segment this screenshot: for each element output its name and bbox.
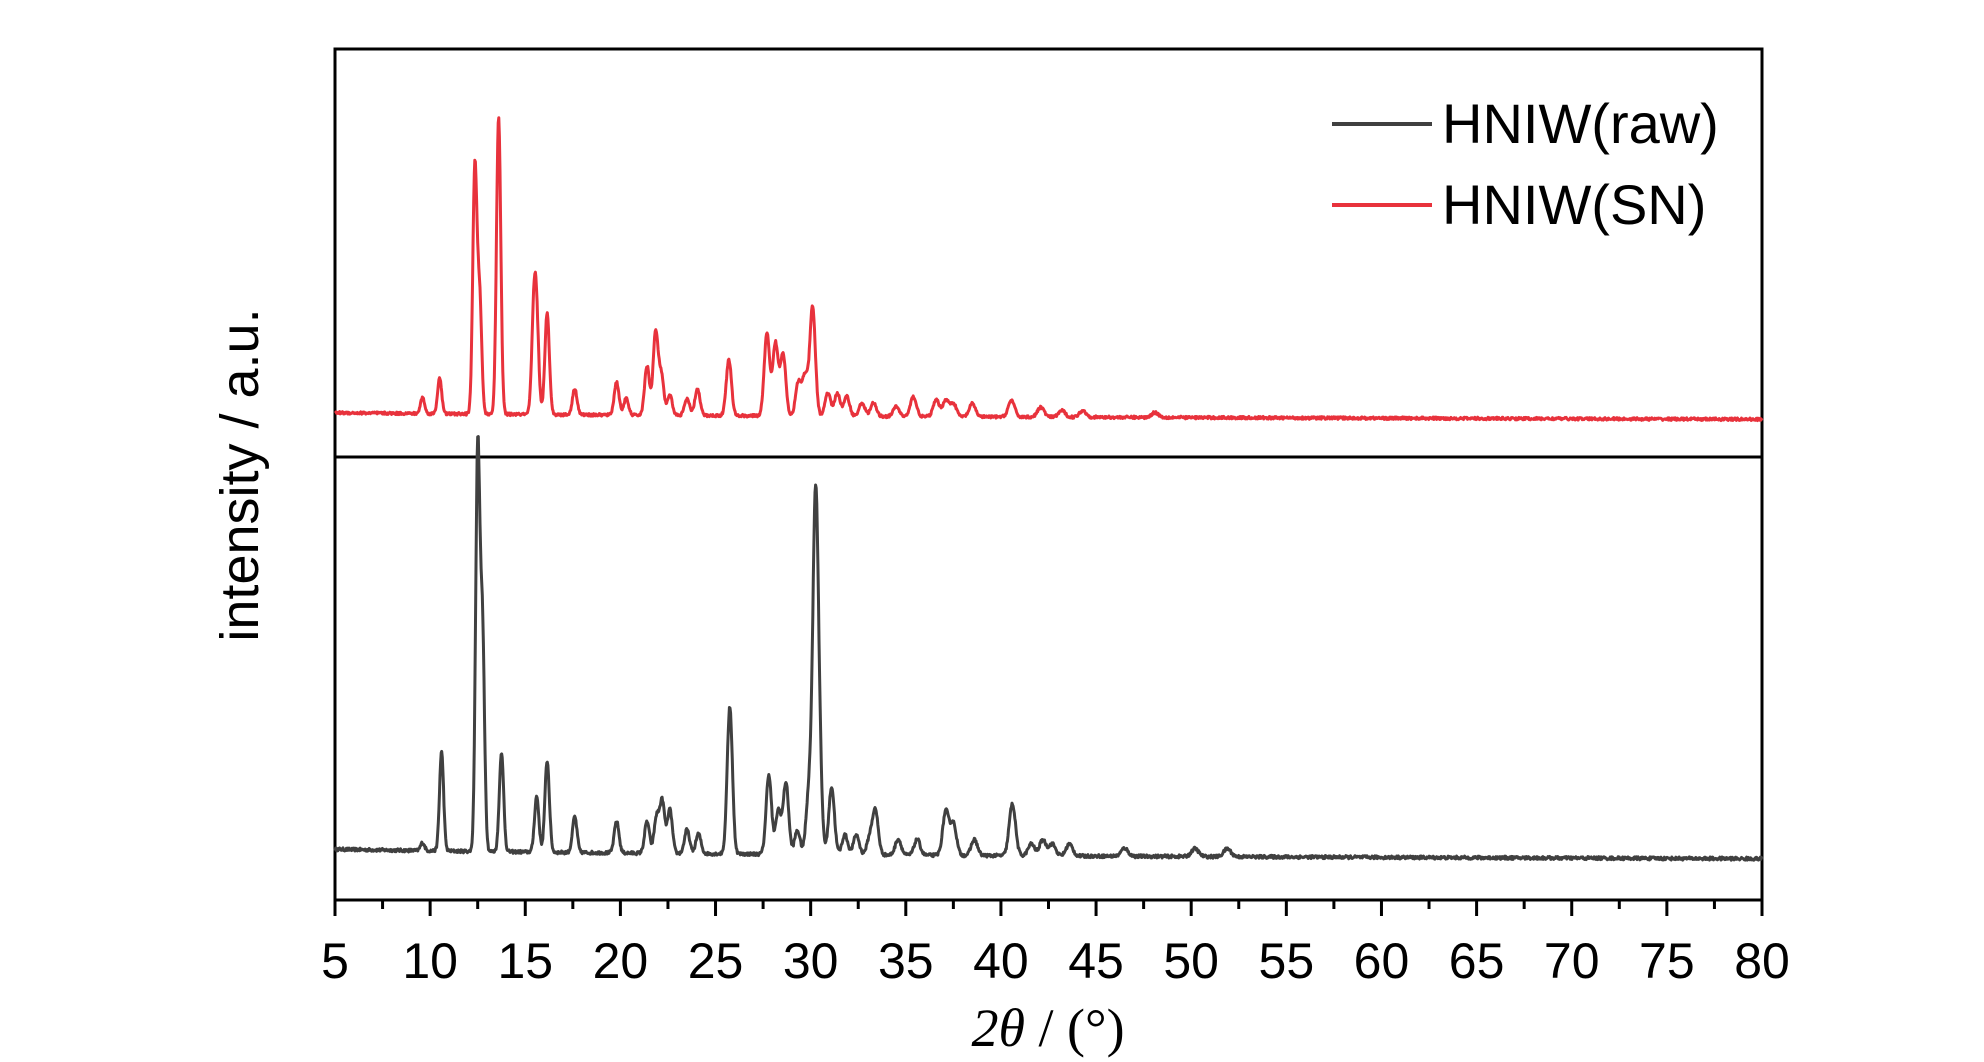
x-axis-title: 2θ / (°) xyxy=(971,998,1124,1058)
bottom-panel xyxy=(333,455,1764,902)
x-tick-label: 25 xyxy=(688,933,744,989)
x-axis-ticks xyxy=(333,900,1764,916)
x-tick-label: 50 xyxy=(1163,933,1219,989)
bottom-panel-frame xyxy=(333,455,1764,902)
x-tick-label: 55 xyxy=(1259,933,1315,989)
x-tick-label: 30 xyxy=(783,933,839,989)
traces xyxy=(333,116,1764,862)
y-axis-title: intensity / a.u. xyxy=(210,308,270,641)
legend-label-raw: HNIW(raw) xyxy=(1442,92,1719,155)
x-tick-label: 40 xyxy=(973,933,1029,989)
x-tick-label: 60 xyxy=(1354,933,1410,989)
x-tick-label: 75 xyxy=(1639,933,1695,989)
legend: HNIW(raw) HNIW(SN) xyxy=(1332,92,1719,236)
x-tick-label: 5 xyxy=(321,933,349,989)
series-line-raw xyxy=(333,435,1764,862)
x-tick-label: 20 xyxy=(593,933,649,989)
x-axis-symbol: 2θ xyxy=(971,998,1025,1058)
x-tick-label: 80 xyxy=(1734,933,1790,989)
x-tick-label: 65 xyxy=(1449,933,1505,989)
series-line-sn xyxy=(334,116,1764,423)
x-tick-label: 70 xyxy=(1544,933,1600,989)
x-tick-label: 35 xyxy=(878,933,934,989)
x-tick-label: 10 xyxy=(402,933,458,989)
x-tick-label: 15 xyxy=(497,933,553,989)
x-axis-tick-labels: 5 10 15 20 25 30 35 40 45 50 55 60 65 70 75 80 xyxy=(321,933,1790,989)
legend-label-sn: HNIW(SN) xyxy=(1442,173,1706,236)
x-tick-label: 45 xyxy=(1068,933,1124,989)
x-axis-unit: / (°) xyxy=(1025,998,1125,1058)
